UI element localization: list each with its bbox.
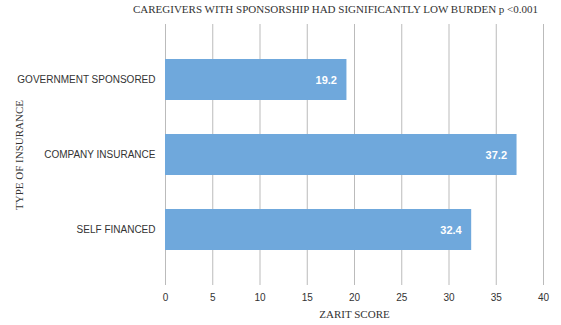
svg-text:40: 40	[538, 292, 550, 303]
svg-text:ZARIT SCORE: ZARIT SCORE	[319, 308, 390, 320]
svg-text:25: 25	[396, 292, 408, 303]
svg-text:35: 35	[491, 292, 503, 303]
svg-text:37.2: 37.2	[486, 149, 507, 161]
svg-text:19.2: 19.2	[316, 74, 337, 86]
html-text:CAREGIVERS WITH SPONSORSHIP HA: CAREGIVERS WITH SPONSORSHIP HAD SIGNIFIC…	[133, 3, 538, 15]
svg-text:COMPANY INSURANCE: COMPANY INSURANCE	[44, 149, 156, 160]
svg-text:SELF FINANCED: SELF FINANCED	[77, 224, 156, 235]
svg-text:32.4: 32.4	[440, 224, 462, 236]
svg-text:TYPE OF INSURANCE: TYPE OF INSURANCE	[13, 100, 25, 210]
svg-text:10: 10	[254, 292, 266, 303]
svg-text:0: 0	[163, 292, 169, 303]
svg-text:20: 20	[349, 292, 361, 303]
svg-text:GOVERNMENT SPONSORED: GOVERNMENT SPONSORED	[17, 74, 155, 85]
svg-text:30: 30	[443, 292, 455, 303]
svg-text:5: 5	[210, 292, 216, 303]
svg-text:15: 15	[302, 292, 314, 303]
